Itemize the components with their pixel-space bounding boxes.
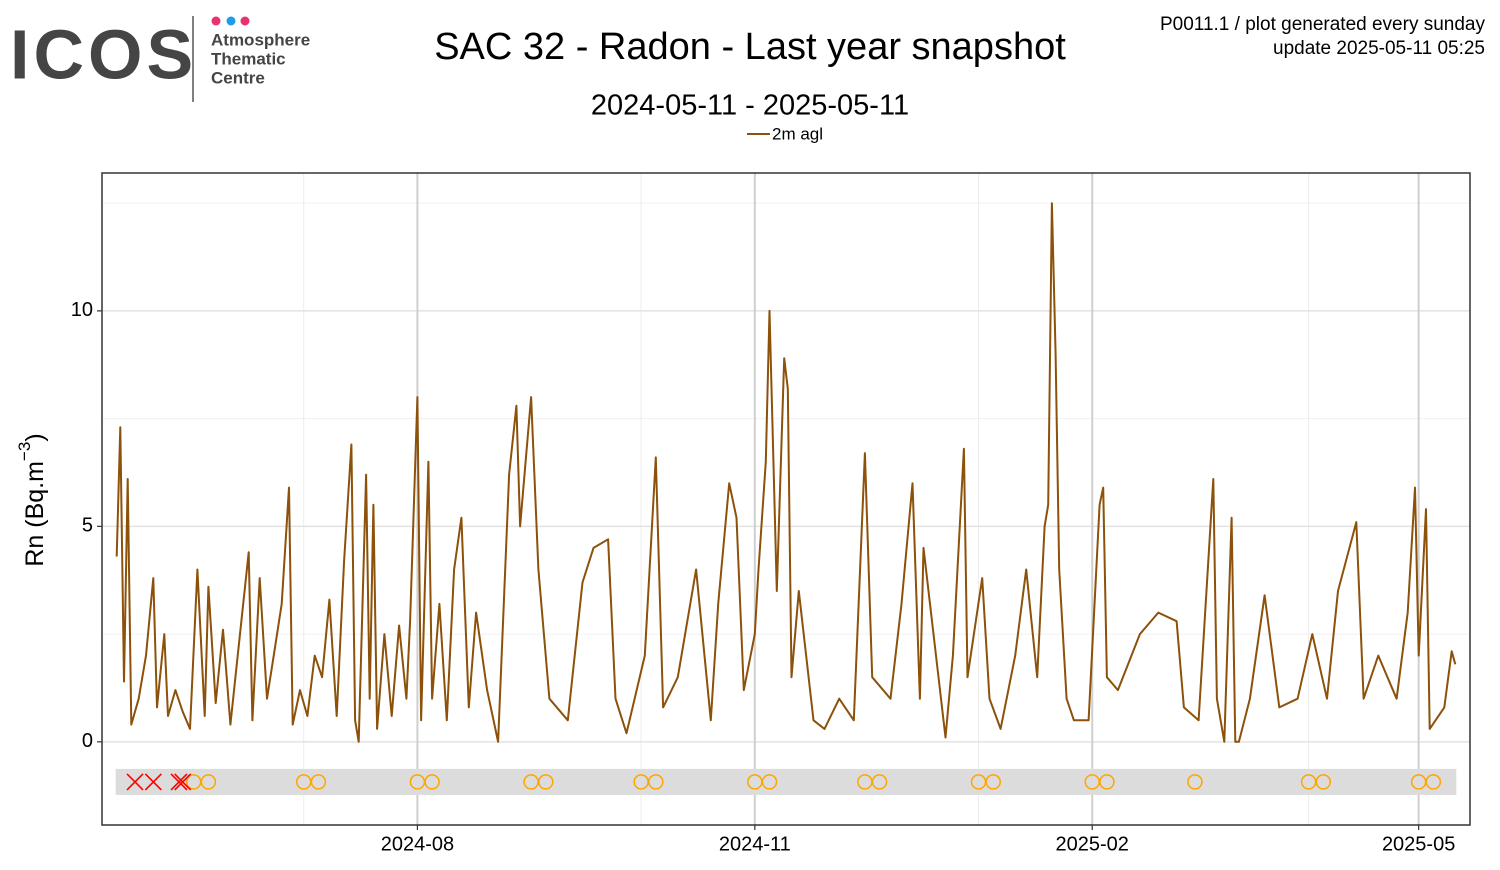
x-tick-label: 2025-05 xyxy=(1382,833,1455,855)
logo-line: Centre xyxy=(211,68,265,87)
logo-dot xyxy=(211,16,221,26)
legend-label: 2m agl xyxy=(772,124,823,143)
y-tick-label: 5 xyxy=(82,515,93,537)
logo-dot xyxy=(240,16,250,26)
chart-title: SAC 32 - Radon - Last year snapshot xyxy=(434,26,1066,68)
panel-border xyxy=(101,172,1471,826)
flag-circle xyxy=(310,774,327,790)
flag-circle xyxy=(538,774,554,790)
y-axis-label-part: ) xyxy=(21,433,49,441)
flag-circle xyxy=(1315,774,1332,790)
plot-area: 0 5 10 2024-08 2024-11 2025-02 2025-05 xyxy=(71,172,1471,855)
info-text: P0011.1 / plot generated every sunday xyxy=(1160,14,1485,35)
flag-cross xyxy=(126,773,144,791)
panel-background xyxy=(102,173,1470,825)
flag-circle xyxy=(424,774,440,790)
flag-circle xyxy=(985,774,1001,790)
flag-band xyxy=(115,768,1457,795)
y-axis-label: Rn (Bq.m−3) xyxy=(15,433,48,566)
y-tick-label: 10 xyxy=(71,299,93,321)
flag-circle xyxy=(1099,774,1115,790)
chart-subtitle: 2024-05-11 - 2025-05-11 xyxy=(591,90,909,122)
data-line xyxy=(115,202,1457,743)
logo-dot xyxy=(226,16,236,26)
flag-circle xyxy=(648,774,664,790)
x-tick-label: 2024-08 xyxy=(381,833,454,855)
flag-circle xyxy=(871,774,888,790)
flag-circle xyxy=(1425,774,1442,790)
logo-text: ICOS xyxy=(10,15,197,93)
logo-line: Atmosphere xyxy=(211,30,310,49)
y-axis-label-part: Rn (Bq.m xyxy=(21,461,49,567)
flag-circle xyxy=(1187,774,1203,790)
flag-circle xyxy=(761,774,778,790)
y-tick-label: 0 xyxy=(82,730,93,752)
flag-cross xyxy=(174,773,192,791)
info-text: update 2025-05-11 05:25 xyxy=(1273,38,1485,59)
x-tick-label: 2024-11 xyxy=(719,833,791,855)
flag-cross xyxy=(170,773,188,791)
flag-cross xyxy=(144,773,162,791)
logo-line: Thematic xyxy=(211,49,286,68)
y-axis-label-sup: −3 xyxy=(15,442,34,461)
x-tick-label: 2025-02 xyxy=(1056,833,1129,855)
flag-circle xyxy=(200,774,217,790)
